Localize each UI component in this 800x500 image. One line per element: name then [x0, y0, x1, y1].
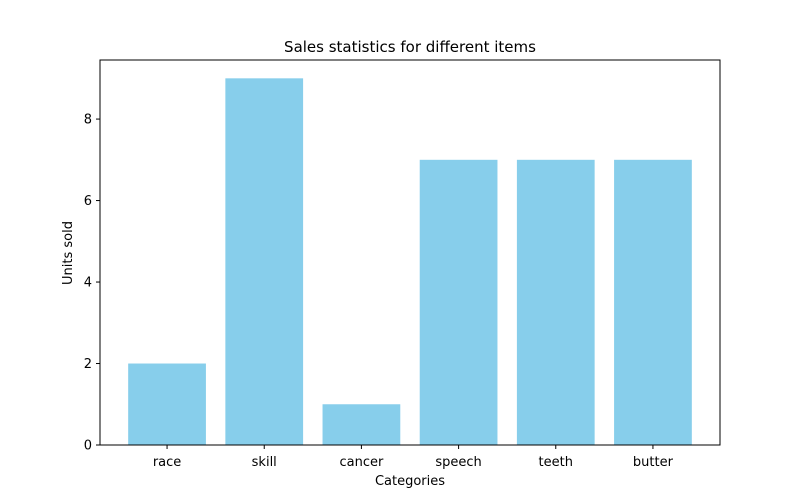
x-tick-label: skill: [252, 455, 277, 470]
x-tick-label: cancer: [339, 455, 383, 470]
y-tick-label: 4: [84, 276, 92, 291]
bar-skill: [225, 78, 304, 445]
y-axis-label: Units sold: [61, 221, 76, 285]
y-tick-label: 8: [84, 113, 92, 128]
bar-cancer: [322, 404, 401, 445]
y-tick-label: 6: [84, 194, 92, 209]
bars-group: [128, 78, 692, 445]
x-axis-label: Categories: [375, 474, 445, 489]
plot-frame: [99, 59, 721, 446]
bar-speech: [419, 159, 498, 445]
x-tick-label: race: [153, 455, 181, 470]
y-axis-ticks: 0 2 4 6 8: [84, 113, 100, 454]
x-axis-ticks: race skill cancer speech teeth butter: [153, 445, 674, 470]
x-tick-label: speech: [435, 455, 481, 470]
x-tick-label: butter: [633, 455, 674, 470]
y-tick-label: 2: [84, 357, 92, 372]
chart-title: Sales statistics for different items: [284, 38, 536, 56]
x-tick-label: teeth: [539, 455, 573, 470]
bar-teeth: [516, 159, 595, 445]
bar-butter: [614, 159, 692, 445]
y-tick-label: 0: [84, 439, 92, 454]
bar-race: [128, 363, 206, 445]
